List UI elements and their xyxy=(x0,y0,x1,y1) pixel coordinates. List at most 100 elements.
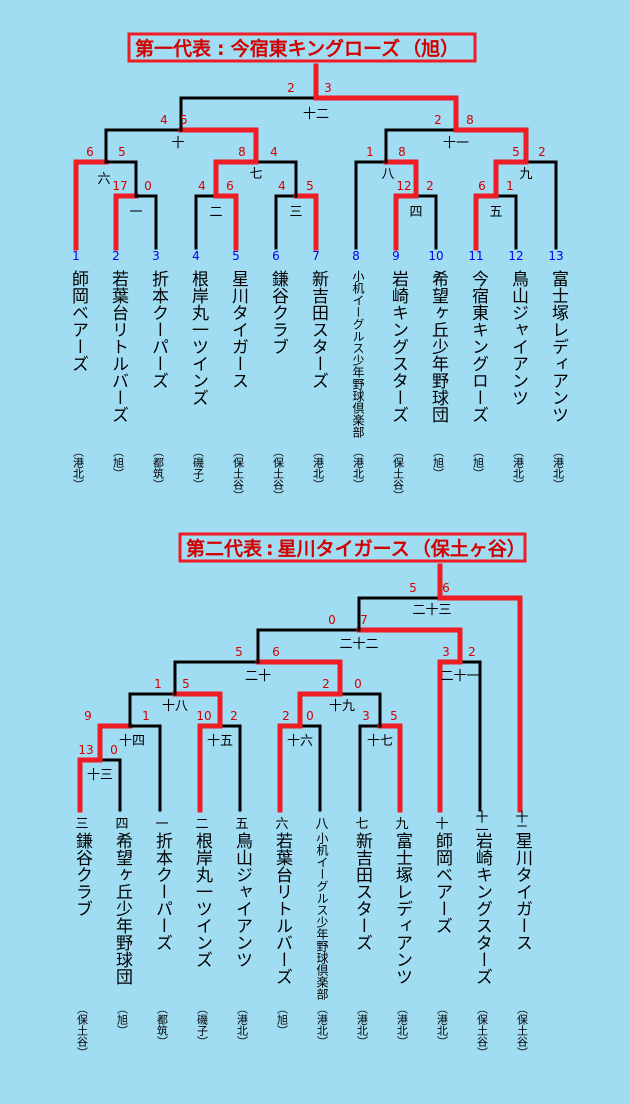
match-line-right xyxy=(356,627,463,665)
team-name: 希望ヶ丘少年野球団 xyxy=(112,832,133,985)
team-slot-number: 五 xyxy=(233,817,249,830)
match-line-right xyxy=(172,691,223,729)
match-line-left xyxy=(277,723,303,813)
match-line-right xyxy=(383,159,419,199)
team-name: 小机イーグルス少年野球倶楽部 xyxy=(315,832,329,1000)
team-slot-number: 六 xyxy=(273,817,289,830)
match-score-right: 3 xyxy=(324,81,332,95)
team-slot-number: 12 xyxy=(508,249,523,263)
bracket-lines xyxy=(73,63,558,251)
match-score-left: 6 xyxy=(86,145,94,159)
match-number-label: 二十 xyxy=(245,669,271,684)
banner-label: 第一代表 xyxy=(135,37,212,60)
match-number-label: 五 xyxy=(489,205,502,220)
team-area: （保土谷） xyxy=(232,446,245,501)
match-score-left: 3 xyxy=(442,645,450,659)
match-score-right: 8 xyxy=(398,145,406,159)
team-area: （保土谷） xyxy=(476,1003,489,1058)
match-line-right xyxy=(134,194,158,250)
team-slot-number: 二 xyxy=(193,817,209,830)
team-area: （港北） xyxy=(316,1003,329,1047)
match-score-left: 12 xyxy=(396,179,411,193)
banner-area: （保土ヶ谷） xyxy=(412,537,526,560)
team-slot-number: 四 xyxy=(113,817,128,830)
team-name: 若葉台リトルバーズ xyxy=(108,270,129,423)
match-line-right xyxy=(494,194,518,250)
team-slot-number: 十 xyxy=(433,817,449,830)
team-area: （港北） xyxy=(396,1003,409,1047)
banner-title: 第二代表: 星川タイガース （保土ヶ谷） xyxy=(186,537,526,560)
team-area: （保土谷） xyxy=(516,1003,529,1058)
match-number-label: 八 xyxy=(381,167,394,182)
match-line-left xyxy=(358,724,382,812)
match-line-right xyxy=(458,660,482,812)
match-number-label: 四 xyxy=(409,205,422,220)
team-name: 富士塚レディアンツ xyxy=(392,832,413,985)
match-score-right: 5 xyxy=(118,145,126,159)
match-line-left xyxy=(73,159,109,251)
match-score-right: 2 xyxy=(538,145,546,159)
match-score-right: 6 xyxy=(226,179,234,193)
team-area: （港北） xyxy=(552,446,565,490)
team-name: 鳥山ジャイアンツ xyxy=(508,270,529,406)
match-line-left xyxy=(437,659,463,813)
team-area: （旭） xyxy=(112,446,125,479)
match-line-left xyxy=(256,628,361,664)
team-area: （旭） xyxy=(276,1003,289,1036)
team-slot-number: 十二 xyxy=(513,810,529,836)
match-number-label: 十 xyxy=(171,136,184,151)
team-slot-number: 10 xyxy=(428,249,443,263)
match-number-label: 十三 xyxy=(87,768,113,783)
team-name: 師岡ベアーズ xyxy=(68,270,88,372)
match-number-label: 二十一 xyxy=(440,669,479,684)
match-score-right: 6 xyxy=(442,581,450,595)
match-line-left xyxy=(179,96,318,132)
team-slot-number: 2 xyxy=(112,249,120,263)
team-area: （港北） xyxy=(236,1003,249,1047)
team-area: （港北） xyxy=(352,446,365,490)
team-name: 岩崎キングスターズ xyxy=(472,832,493,985)
team-area: （港北） xyxy=(356,1003,369,1047)
match-number-label: 一 xyxy=(129,205,142,220)
match-score-left: 5 xyxy=(235,645,243,659)
match-score-right: 1 xyxy=(506,179,514,193)
match-line-right xyxy=(313,95,459,133)
team-slot-number: 三 xyxy=(73,817,89,830)
match-score-left: 1 xyxy=(154,677,162,691)
team-name: 根岸丸一ツインズ xyxy=(192,832,213,968)
match-line-right xyxy=(98,758,122,812)
team-slot-number: 3 xyxy=(152,249,160,263)
team-name: 小机イーグルス少年野球倶楽部 xyxy=(351,270,365,438)
match-line-right xyxy=(104,160,138,198)
team-name: 鳥山ジャイアンツ xyxy=(232,832,253,968)
match-line-right xyxy=(524,160,558,250)
match-line-right xyxy=(254,160,298,198)
team-name: 師岡ベアーズ xyxy=(432,832,452,934)
match-line-right xyxy=(255,659,343,697)
team-area: （都筑） xyxy=(152,446,165,490)
team-area: （磯子） xyxy=(196,1003,209,1047)
match-score-left: 9 xyxy=(84,709,92,723)
team-name: 希望ヶ丘少年野球団 xyxy=(428,270,449,423)
match-score-right: 5 xyxy=(180,113,188,127)
match-number-label: 九 xyxy=(519,167,532,182)
team-name: 新吉田スターズ xyxy=(308,270,329,389)
team-area: （保土谷） xyxy=(76,1003,89,1058)
match-line-right xyxy=(437,595,523,813)
match-score-left: 5 xyxy=(512,145,520,159)
match-line-left xyxy=(197,723,223,813)
team-area: （旭） xyxy=(116,1003,129,1036)
team-area: （港北） xyxy=(72,446,85,490)
match-score-left: 2 xyxy=(282,709,290,723)
match-line-left xyxy=(113,193,139,251)
team-area: （港北） xyxy=(312,446,325,490)
match-line-left xyxy=(173,660,260,696)
match-score-left: 13 xyxy=(78,743,93,757)
match-line-left xyxy=(473,193,499,251)
match-score-right: 0 xyxy=(144,179,152,193)
match-number-label: 十七 xyxy=(367,734,393,749)
team-slot-number: 7 xyxy=(312,249,320,263)
banner-colon: : xyxy=(266,538,274,560)
match-number-label: 十五 xyxy=(207,734,233,749)
